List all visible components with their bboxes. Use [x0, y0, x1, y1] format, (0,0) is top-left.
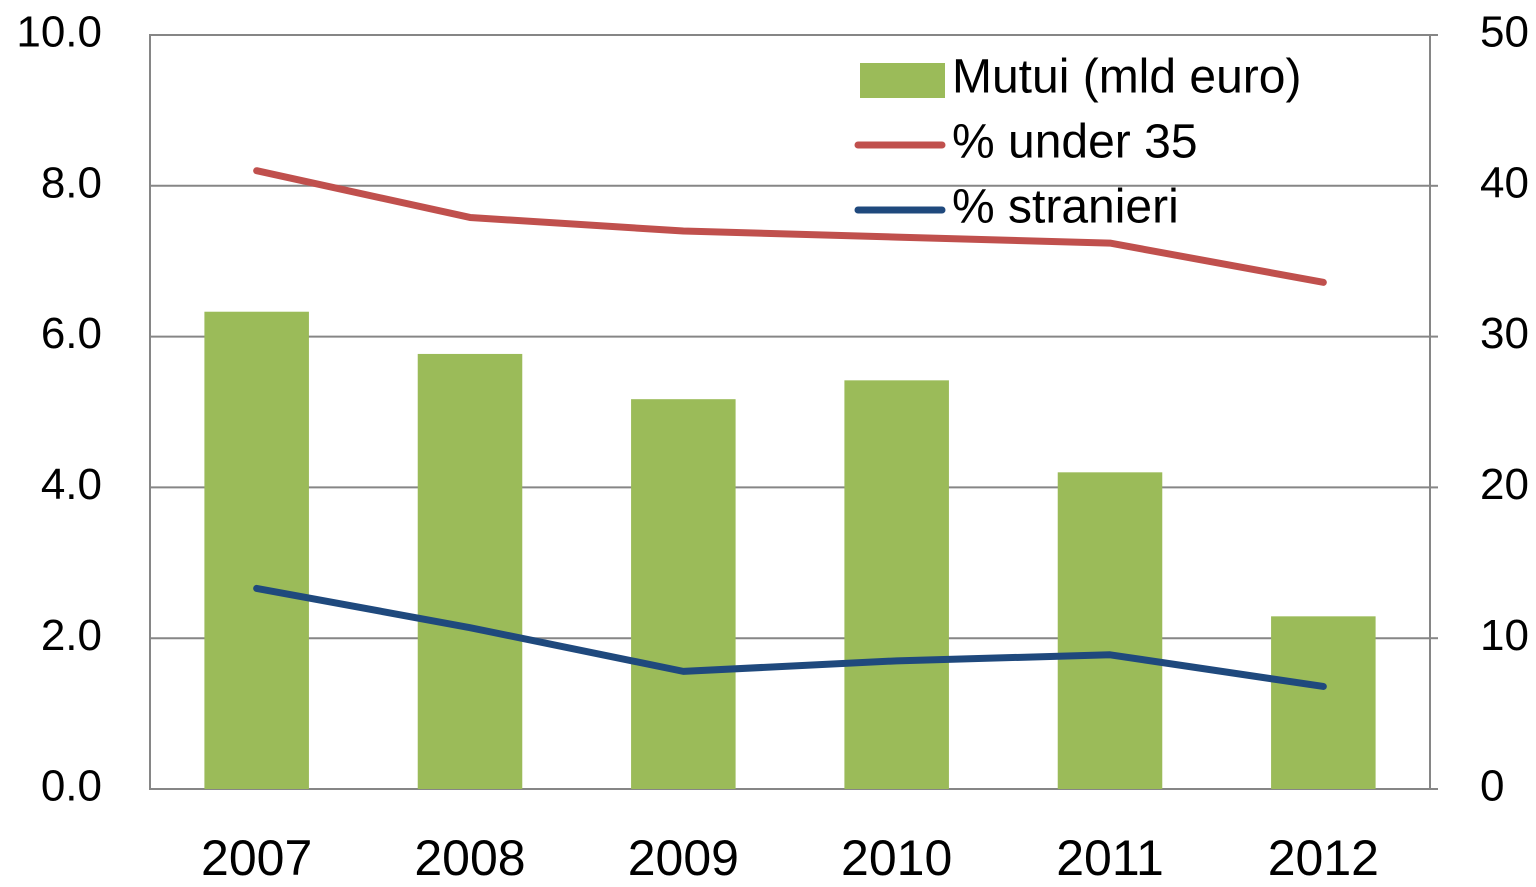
- y2-tick-label: 20: [1480, 460, 1529, 509]
- legend-swatch: [860, 63, 945, 98]
- y-tick-label: 10.0: [16, 8, 102, 57]
- legend-label: % stranieri: [952, 181, 1179, 234]
- y2-tick-label: 30: [1480, 309, 1529, 358]
- x-tick-label: 2012: [1268, 830, 1379, 886]
- y2-tick-label: 40: [1480, 158, 1529, 207]
- x-tick-label: 2009: [628, 830, 739, 886]
- bar: [631, 399, 736, 789]
- x-tick-label: 2011: [1056, 830, 1164, 886]
- bar: [417, 353, 523, 789]
- x-tick-label: 2007: [201, 830, 312, 886]
- y2-tick-label: 0: [1480, 762, 1504, 811]
- bar: [1271, 616, 1376, 789]
- line: [253, 584, 1327, 690]
- y-tick-label: 0.0: [41, 762, 102, 811]
- legend-label: Mutui (mld euro): [952, 51, 1301, 104]
- x-tick-label: 2010: [841, 830, 952, 886]
- y-tick-label: 2.0: [41, 611, 102, 660]
- y-tick-label: 6.0: [41, 309, 102, 358]
- bar: [844, 380, 949, 789]
- y2-tick-label: 50: [1480, 8, 1529, 57]
- y-tick-label: 4.0: [41, 460, 102, 509]
- x-tick-label: 2008: [414, 830, 525, 886]
- legend-label: % under 35: [952, 116, 1198, 169]
- bar: [204, 311, 309, 789]
- y-tick-label: 8.0: [41, 158, 102, 207]
- line: [253, 167, 1327, 286]
- bar: [1057, 472, 1163, 789]
- y2-tick-label: 10: [1480, 611, 1529, 660]
